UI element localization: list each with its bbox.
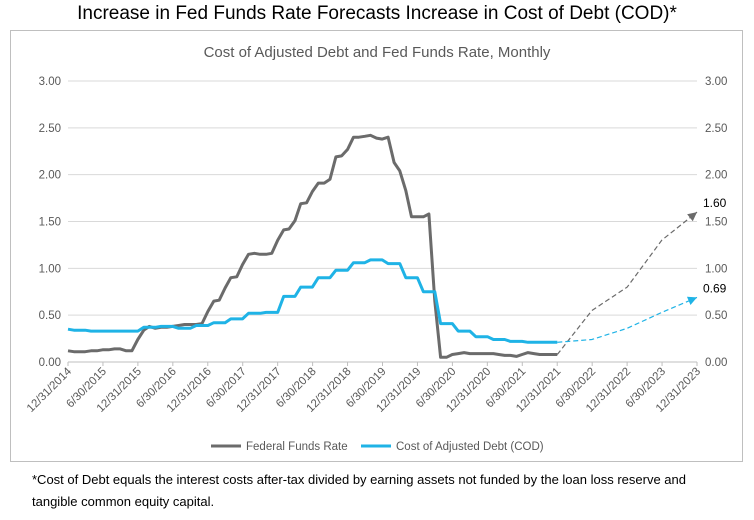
y2-tick-label: 0.00 (705, 357, 727, 369)
gridlines (68, 80, 697, 363)
forecast-end-labels: 1.60 0.69 (703, 196, 727, 295)
y-tick-label: 0.50 (39, 310, 61, 322)
forecast-end-label: 0.69 (703, 281, 727, 295)
y-axis-right: 0.00 0.50 1.00 1.50 2.00 2.50 3.00 (705, 76, 727, 369)
y-tick-label: 0.00 (39, 357, 61, 369)
page-title: Increase in Fed Funds Rate Forecasts Inc… (77, 3, 677, 24)
y-tick-label: 3.00 (39, 76, 61, 88)
y-tick-label: 2.00 (39, 170, 61, 182)
x-tick-label: 12/31/2014 (25, 365, 75, 415)
x-axis: 12/31/20146/30/201512/31/20156/30/201612… (25, 362, 703, 415)
cod-line (67, 258, 558, 344)
legend-entry-cod: Cost of Adjusted Debt (COD) (396, 441, 544, 453)
y2-tick-label: 3.00 (705, 76, 727, 88)
fed-funds-forecast-line (556, 211, 698, 355)
legend-entry-fed-funds-rate: Federal Funds Rate (246, 441, 348, 453)
chart-svg: Cost of Adjusted Debt and Fed Funds Rate… (25, 44, 727, 453)
y2-tick-label: 1.50 (705, 217, 727, 229)
y-tick-label: 1.00 (39, 263, 61, 275)
chart-area: Cost of Adjusted Debt and Fed Funds Rate… (10, 30, 743, 462)
legend: Federal Funds Rate Cost of Adjusted Debt … (211, 441, 544, 453)
cod-forecast-arrowhead (686, 296, 697, 306)
y-axis-left: 0.00 0.50 1.00 1.50 2.00 2.50 3.00 (39, 76, 61, 369)
y2-tick-label: 1.00 (705, 263, 727, 275)
y2-tick-label: 2.50 (705, 123, 727, 135)
y2-tick-label: 0.50 (705, 310, 727, 322)
footnote: *Cost of Debt equals the interest costs … (32, 472, 686, 509)
forecast-end-label: 1.60 (703, 196, 727, 210)
y-tick-label: 1.50 (39, 217, 61, 229)
y-tick-label: 2.50 (39, 123, 61, 135)
fed-funds-forecast-arrowhead (687, 212, 697, 222)
y2-tick-label: 2.00 (705, 170, 727, 182)
fed-funds-rate-line (67, 133, 558, 359)
chart-title: Cost of Adjusted Debt and Fed Funds Rate… (204, 44, 551, 61)
series-lines (67, 133, 698, 359)
cod-forecast-line (557, 296, 698, 343)
